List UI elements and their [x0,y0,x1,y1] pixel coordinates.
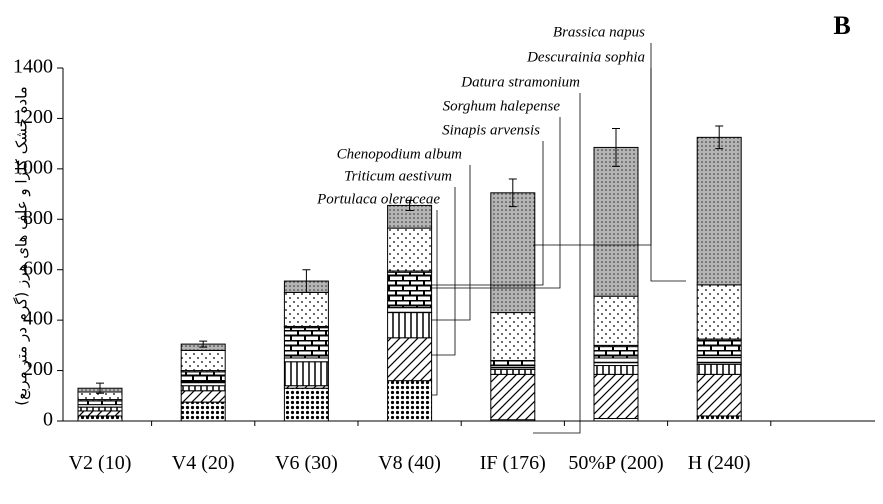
y-tick-label: 1200 [13,106,53,128]
error-bar [715,125,724,150]
bar-segment [77,415,123,422]
y-tick-label: 600 [23,257,53,279]
series-label: Datura stramonium [460,74,580,90]
bar-segment [283,327,329,359]
bar-segment [593,357,639,367]
bar-segment [180,390,226,403]
leader-line [431,141,544,286]
bar-segment [696,136,742,286]
x-tick-label: V6 (30) [275,452,338,474]
error-bar [508,178,517,208]
bar-segment [490,368,536,375]
series-label: Sinapis arvensis [442,122,540,138]
bar-segment [696,415,742,422]
bar-segment [696,354,742,365]
bar-segment [696,339,742,356]
leader-line [431,165,471,321]
bar-segment [696,373,742,417]
bar-segment [180,401,226,422]
y-tick-label: 800 [23,207,53,229]
bar-segment [593,295,639,346]
y-tick-label: 1000 [13,156,53,178]
leader-line [431,187,456,356]
bar-segment [387,271,433,309]
error-bar [612,128,620,167]
error-bar [302,269,311,293]
error-bar [199,340,208,348]
bar-segment [180,349,226,372]
bar-segment [593,146,639,297]
y-tick-label: 200 [23,358,53,380]
series-label: Triticum aestivum [344,168,452,184]
bar-segment [387,227,433,272]
leader-line [650,43,686,282]
x-tick-label: IF (176) [479,452,546,474]
series-label: Portulaca oleraceae [316,191,440,207]
x-tick-label: V4 (20) [171,452,235,474]
bar-segment [490,359,536,367]
bar-segment [387,312,433,339]
bar-segment [180,381,226,387]
bar-segment [593,365,639,375]
bar-segment [490,373,536,421]
series-label: Brassica napus [553,24,645,40]
bar-segment [696,284,742,340]
bar-segment [387,307,433,314]
leader-line [431,117,561,289]
bar-segment [283,387,329,422]
error-bar [96,382,104,394]
leader-line [533,93,581,434]
series-label: Chenopodium album [337,146,463,162]
y-tick-label: 1400 [13,56,53,78]
y-tick-label: 0 [43,409,53,431]
bar-segment [696,363,742,375]
series-label: Descurainia sophia [526,49,645,65]
bar-segment [490,192,536,314]
x-tick-label: H (240) [687,452,751,474]
bar-segment [283,291,329,327]
bar-segment [77,406,123,412]
bar-segment [387,337,433,382]
bar-segment [490,365,536,370]
leader-line [431,210,438,396]
bar-segment [180,371,226,383]
error-bar [405,199,414,211]
x-tick-label: V2 (10) [68,452,132,474]
bar-segment [283,357,329,363]
y-axis-label: ماده خشک کلزا و علف های هرز (گرم در متر … [13,86,31,405]
bar-segment [387,380,433,422]
y-tick-label: 400 [23,308,53,330]
panel-label: B [833,11,850,40]
bar-segment [490,312,536,361]
x-tick-label: V8 (40) [378,452,441,474]
bar-segment [180,385,226,392]
x-tick-label: 50%P (200) [568,452,664,474]
bar-segment [77,410,123,417]
bar-segment [593,373,639,419]
bar-segment [593,346,639,359]
series-label: Sorghum halepense [443,98,561,114]
bar-segment [77,400,123,406]
bar-segment [283,361,329,387]
